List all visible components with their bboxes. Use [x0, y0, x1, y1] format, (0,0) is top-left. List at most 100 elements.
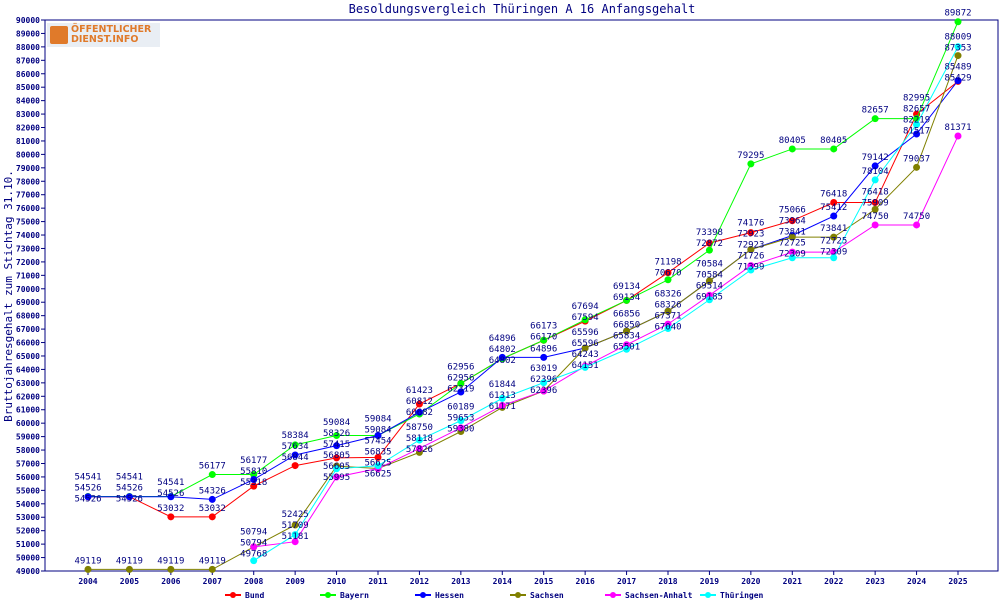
data-label: 71726: [737, 251, 764, 261]
data-label: 66850: [613, 321, 640, 331]
plot-frame: [44, 19, 999, 572]
data-point: [457, 417, 465, 425]
y-axis-label: Bruttojahresgehalt zum Stichtag 31.10.: [2, 170, 15, 422]
x-tick-label: 2017: [617, 577, 636, 586]
data-label: 82657: [903, 104, 930, 114]
data-label: 67694: [572, 302, 599, 312]
data-point: [374, 462, 382, 470]
logo: ÖFFENTLICHER DIENST.INFO: [47, 23, 160, 47]
data-point: [291, 538, 299, 546]
data-label: 64151: [572, 361, 599, 371]
data-point: [623, 327, 631, 335]
data-label: 62956: [447, 373, 474, 383]
data-label: 66173: [530, 322, 557, 332]
y-tick-label: 61000: [16, 406, 40, 415]
data-point: [333, 473, 341, 481]
data-point: [498, 394, 506, 402]
data-point: [913, 121, 921, 129]
data-label: 72923: [737, 229, 764, 239]
series-line-bund: [88, 81, 959, 518]
data-label: 61423: [406, 386, 433, 396]
data-point: [830, 254, 838, 262]
data-point: [333, 454, 341, 462]
data-label: 54526: [74, 495, 101, 505]
data-point: [871, 115, 879, 123]
data-label: 64802: [489, 345, 516, 355]
data-label: 56835: [364, 448, 391, 458]
data-point: [291, 441, 299, 449]
data-label: 82219: [903, 115, 930, 125]
data-point: [540, 336, 548, 344]
data-label: 59380: [447, 425, 474, 435]
data-label: 65596: [572, 339, 599, 349]
data-label: 49119: [157, 556, 184, 566]
data-point: [788, 145, 796, 153]
y-tick-label: 51000: [16, 540, 40, 549]
data-label: 72923: [737, 240, 764, 250]
data-label: 57826: [406, 445, 433, 455]
x-tick-label: 2007: [203, 577, 222, 586]
data-label: 72872: [696, 239, 723, 249]
data-label: 49768: [240, 549, 267, 559]
data-label: 72725: [779, 239, 806, 249]
data-point: [871, 162, 879, 170]
y-tick-label: 73000: [16, 244, 40, 253]
data-label: 60189: [447, 403, 474, 413]
series-line-sachsen: [88, 55, 959, 570]
data-label: 69134: [613, 282, 640, 292]
data-label: 72309: [779, 250, 806, 260]
data-label: 60682: [406, 408, 433, 418]
data-label: 76418: [862, 187, 889, 197]
data-label: 73398: [696, 228, 723, 238]
data-point: [540, 387, 548, 395]
data-point: [291, 462, 299, 470]
data-point: [913, 221, 921, 229]
data-label: 69185: [696, 293, 723, 303]
data-point: [705, 239, 713, 247]
data-label: 69134: [613, 293, 640, 303]
data-point: [374, 431, 382, 439]
data-label: 64896: [530, 344, 557, 354]
data-label: 79037: [903, 154, 930, 164]
data-label: 65501: [613, 343, 640, 353]
x-tick-label: 2021: [783, 577, 802, 586]
data-point: [954, 132, 962, 140]
y-tick-label: 77000: [16, 191, 40, 200]
data-label: 64243: [572, 350, 599, 360]
data-point: [208, 471, 216, 479]
data-point: [415, 408, 423, 416]
data-point: [167, 513, 175, 521]
data-label: 55318: [240, 478, 267, 488]
data-label: 85489: [944, 63, 971, 73]
series-line-thüringen: [253, 46, 959, 562]
data-label: 72309: [820, 247, 847, 257]
data-label: 49119: [116, 556, 143, 566]
data-label: 67371: [654, 311, 681, 321]
data-point: [830, 199, 838, 207]
data-label: 74176: [737, 218, 764, 228]
y-tick-label: 89000: [16, 29, 40, 38]
y-tick-label: 50000: [16, 554, 40, 563]
data-label: 54526: [116, 484, 143, 494]
legend-marker: [325, 592, 331, 598]
data-label: 79142: [862, 153, 889, 163]
y-tick-label: 87000: [16, 56, 40, 65]
y-tick-label: 53000: [16, 513, 40, 522]
data-point: [208, 565, 216, 573]
data-label: 75909: [862, 198, 889, 208]
data-label: 62319: [447, 384, 474, 394]
data-point: [581, 316, 589, 324]
data-label: 70584: [696, 271, 723, 281]
data-point: [498, 353, 506, 361]
logo-line2: DIENST.INFO: [71, 34, 139, 45]
legend-marker: [610, 592, 616, 598]
data-point: [871, 205, 879, 213]
data-label: 54541: [74, 473, 101, 483]
logo-icon: [50, 26, 68, 44]
data-point: [457, 424, 465, 432]
data-label: 65834: [613, 332, 640, 342]
data-label: 87353: [944, 44, 971, 54]
data-label: 61171: [489, 402, 516, 412]
data-label: 88009: [944, 33, 971, 43]
data-point: [788, 217, 796, 225]
